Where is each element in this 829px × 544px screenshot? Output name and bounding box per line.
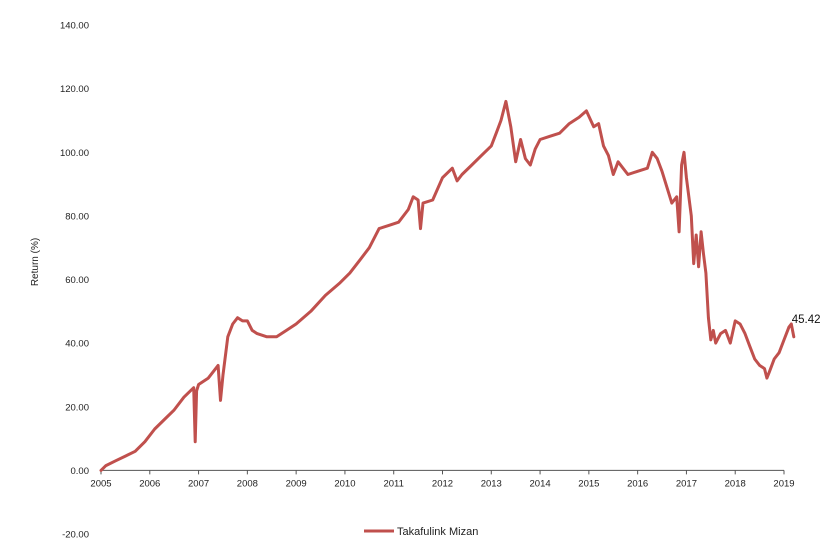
y-tick-label: 140.00 — [60, 21, 89, 32]
x-tick-label: 2017 — [676, 478, 697, 489]
y-tick-label: 20.00 — [65, 402, 89, 413]
y-tick-label: 100.00 — [60, 148, 89, 159]
y-axis-label: Return (%) — [30, 238, 41, 286]
x-tick-label: 2018 — [725, 478, 746, 489]
y-tick-label: -20.00 — [62, 530, 89, 541]
x-tick-label: 2009 — [286, 478, 307, 489]
series-line — [99, 99, 796, 472]
series-layer — [99, 99, 796, 472]
x-tick-label: 2006 — [139, 478, 160, 489]
x-tick-label: 2012 — [432, 478, 453, 489]
y-tick-label: 60.00 — [65, 275, 89, 286]
y-tick-label: 80.00 — [65, 211, 89, 222]
y-axis-ticks: -20.00 0.00 20.00 40.00 60.00 80.00 100.00 120.… — [60, 21, 89, 541]
end-value-label: 45.42 — [792, 314, 821, 326]
x-tick-label: 2016 — [627, 478, 648, 489]
x-tick-label: 2015 — [578, 478, 599, 489]
x-tick-label: 2007 — [188, 478, 209, 489]
x-tick-label: 2008 — [237, 478, 258, 489]
x-tick-label: 2013 — [481, 478, 502, 489]
x-tick-label: 2019 — [773, 478, 794, 489]
y-tick-label: 40.00 — [65, 339, 89, 350]
x-axis-ticks: 2005 2006 2007 2008 2009 2010 2011 2012 2013 2014… — [90, 470, 795, 489]
x-tick-label: 2010 — [334, 478, 355, 489]
y-tick-label: 120.00 — [60, 84, 89, 95]
legend-label: Takafulink Mizan — [397, 526, 478, 538]
legend: Takafulink Mizan — [364, 526, 478, 538]
x-tick-label: 2005 — [90, 478, 111, 489]
x-tick-label: 2011 — [383, 478, 403, 489]
y-tick-label: 0.00 — [71, 466, 90, 477]
x-tick-label: 2014 — [530, 478, 551, 489]
